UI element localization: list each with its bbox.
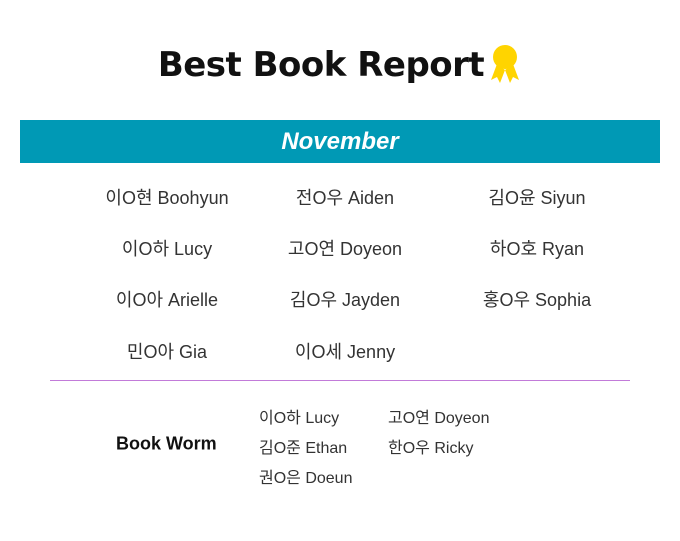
winner-name: 고O연 Doyeon xyxy=(287,239,403,259)
book-worm-name: 고O연 Doyeon xyxy=(388,410,490,427)
month-banner: November xyxy=(20,120,660,163)
winner-name: 김O윤 Siyun xyxy=(488,188,586,208)
divider xyxy=(50,380,630,381)
winner-name: 김O우 Jayden xyxy=(289,290,401,310)
winner-name: 하O호 Ryan xyxy=(489,239,585,259)
award-ribbon-icon xyxy=(491,45,520,83)
book-worm-name: 이O하 Lucy xyxy=(259,410,340,427)
winner-name: 홍O우 Sophia xyxy=(482,290,592,310)
winner-name: 전O우 Aiden xyxy=(295,188,395,208)
title-text: Best Book Report xyxy=(157,45,485,85)
book-worm-name: 김O준 Ethan xyxy=(259,440,348,457)
winner-name: 이O현 Boohyun xyxy=(105,188,229,208)
book-worm-name: 한O우 Ricky xyxy=(388,440,474,457)
winner-name: 이O아 Arielle xyxy=(115,290,219,310)
page-title: Best Book Report xyxy=(0,44,680,85)
book-worm-name: 권O은 Doeun xyxy=(259,470,353,487)
winner-name: 이O하 Lucy xyxy=(121,239,213,259)
book-worm-label: Book Worm xyxy=(116,433,217,454)
winner-name: 이O세 Jenny xyxy=(294,342,396,362)
winner-name: 민O아 Gia xyxy=(126,342,208,362)
